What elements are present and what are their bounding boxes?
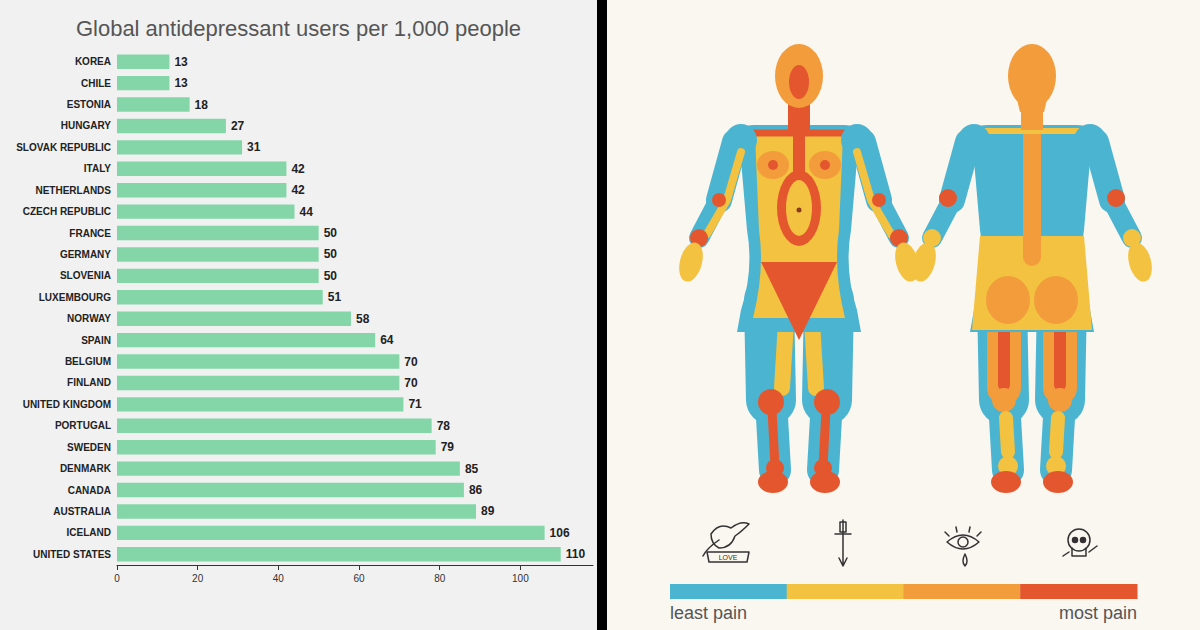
- svg-text:most pain: most pain: [1059, 603, 1137, 623]
- svg-text:64: 64: [380, 333, 394, 347]
- svg-text:60: 60: [353, 573, 365, 584]
- svg-text:SLOVAK REPUBLIC: SLOVAK REPUBLIC: [16, 142, 111, 153]
- svg-text:13: 13: [174, 76, 188, 90]
- svg-text:58: 58: [356, 312, 370, 326]
- svg-text:NETHERLANDS: NETHERLANDS: [35, 185, 111, 196]
- svg-text:GERMANY: GERMANY: [60, 249, 111, 260]
- svg-text:86: 86: [469, 483, 483, 497]
- svg-text:CHILE: CHILE: [81, 78, 111, 89]
- svg-text:71: 71: [408, 397, 422, 411]
- svg-text:CZECH REPUBLIC: CZECH REPUBLIC: [23, 206, 111, 217]
- svg-text:44: 44: [299, 205, 313, 219]
- svg-text:UNITED KINGDOM: UNITED KINGDOM: [23, 399, 111, 410]
- svg-text:50: 50: [324, 226, 338, 240]
- svg-text:Global antidepressant users pe: Global antidepressant users per 1,000 pe…: [76, 16, 521, 41]
- svg-text:80: 80: [434, 573, 446, 584]
- svg-text:42: 42: [291, 183, 305, 197]
- svg-text:51: 51: [328, 290, 342, 304]
- svg-text:50: 50: [324, 247, 338, 261]
- svg-text:AUSTRALIA: AUSTRALIA: [53, 506, 111, 517]
- svg-text:79: 79: [441, 440, 455, 454]
- svg-text:SPAIN: SPAIN: [81, 335, 111, 346]
- svg-text:FINLAND: FINLAND: [67, 377, 111, 388]
- svg-text:KOREA: KOREA: [75, 56, 111, 67]
- svg-text:20: 20: [192, 573, 204, 584]
- svg-text:27: 27: [231, 119, 245, 133]
- svg-text:LUXEMBOURG: LUXEMBOURG: [39, 292, 111, 303]
- svg-text:18: 18: [195, 98, 209, 112]
- svg-text:42: 42: [291, 162, 305, 176]
- svg-text:ESTONIA: ESTONIA: [67, 99, 111, 110]
- svg-text:31: 31: [247, 140, 261, 154]
- svg-text:50: 50: [324, 269, 338, 283]
- svg-text:DENMARK: DENMARK: [60, 463, 112, 474]
- svg-text:CANADA: CANADA: [68, 485, 111, 496]
- svg-text:LOVE: LOVE: [719, 554, 738, 561]
- svg-text:110: 110: [566, 547, 586, 561]
- svg-text:BELGIUM: BELGIUM: [65, 356, 111, 367]
- svg-text:85: 85: [465, 462, 479, 476]
- svg-text:FRANCE: FRANCE: [69, 228, 111, 239]
- svg-text:40: 40: [273, 573, 285, 584]
- svg-text:NORWAY: NORWAY: [67, 313, 111, 324]
- svg-text:70: 70: [404, 376, 418, 390]
- svg-text:ICELAND: ICELAND: [67, 527, 111, 538]
- svg-text:HUNGARY: HUNGARY: [61, 120, 112, 131]
- svg-text:SLOVENIA: SLOVENIA: [60, 270, 111, 281]
- svg-text:89: 89: [481, 504, 495, 518]
- svg-text:13: 13: [174, 55, 188, 69]
- svg-text:ITALY: ITALY: [84, 163, 112, 174]
- svg-text:0: 0: [114, 573, 120, 584]
- svg-text:PORTUGAL: PORTUGAL: [55, 420, 111, 431]
- svg-text:106: 106: [550, 526, 570, 540]
- svg-text:78: 78: [437, 419, 451, 433]
- svg-text:70: 70: [404, 355, 418, 369]
- svg-text:UNITED STATES: UNITED STATES: [33, 549, 111, 560]
- svg-text:least pain: least pain: [670, 603, 747, 623]
- svg-text:SWEDEN: SWEDEN: [67, 442, 111, 453]
- svg-text:100: 100: [512, 573, 529, 584]
